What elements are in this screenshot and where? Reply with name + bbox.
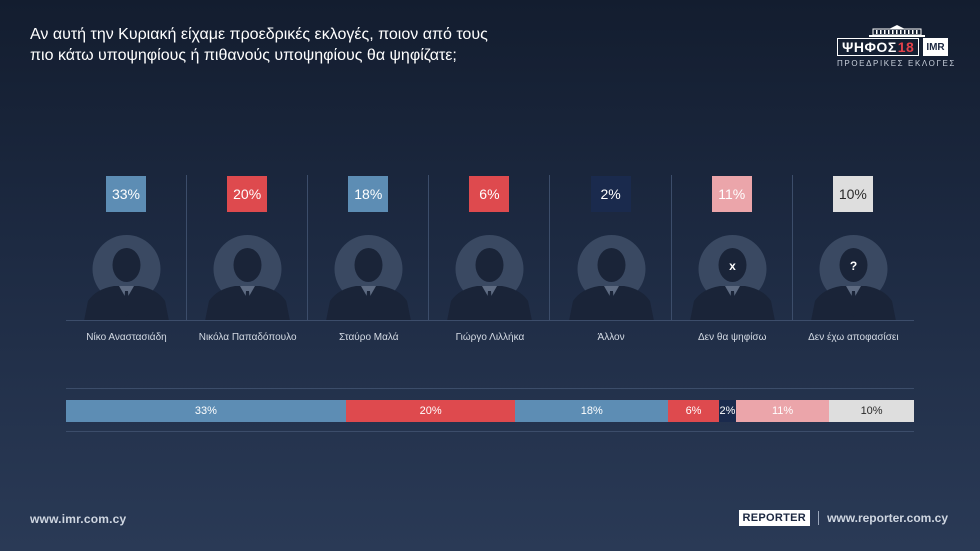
column-divider xyxy=(670,175,672,320)
brand-subtitle: ΠΡΟΕΔΡΙΚΕΣ ΕΚΛΟΓΕΣ xyxy=(837,59,956,68)
percentage-label: 2% xyxy=(590,176,631,212)
bar-segment: 11% xyxy=(735,400,830,422)
candidate-column: 33% Νίκο Αναστασιάδη xyxy=(66,175,187,355)
brand-logo: ΨΗΦΟΣ 18 IMR ΠΡΟΕΔΡΙΚΕΣ ΕΚΛΟΓΕΣ xyxy=(837,24,955,68)
person-silhouette-icon: ? xyxy=(810,235,896,321)
column-divider xyxy=(428,175,430,320)
avatar-head xyxy=(112,248,141,282)
bar-segment: 33% xyxy=(66,400,346,422)
candidate-name: Νικόλα Παπαδόπουλο xyxy=(198,332,297,343)
avatar-tie xyxy=(729,291,736,317)
avatar-tie xyxy=(365,291,372,317)
footer-divider xyxy=(818,511,820,525)
avatar-head xyxy=(354,248,383,282)
parliament-building-icon xyxy=(869,25,925,37)
candidate-name: Νίκο Αναστασιάδη xyxy=(86,332,167,343)
person-silhouette-icon xyxy=(326,235,412,321)
bar-track-bottom xyxy=(66,431,914,432)
question-line-2: πιο κάτω υποψηφίους ή πιθανούς υποψηφίου… xyxy=(30,47,457,64)
brand-title: ΨΗΦΟΣ 18 xyxy=(837,38,920,56)
column-divider xyxy=(307,175,309,320)
bar-segment: 2% xyxy=(718,400,736,422)
question-line-1: Αν αυτή την Κυριακή είχαμε προεδρικές εκ… xyxy=(30,26,488,43)
candidate-column: 6% Γιώργο Λιλλήκα xyxy=(429,175,551,355)
percentage-label: 20% xyxy=(227,176,268,212)
stacked-bar: 33% 20% 18% 6% 2% 11% 10% xyxy=(66,400,914,422)
brand-year: 18 xyxy=(897,39,915,55)
candidate-name: Δεν θα ψηφίσω xyxy=(697,332,767,343)
person-silhouette-icon: x xyxy=(689,235,775,321)
percentage-label: 11% xyxy=(711,176,752,212)
survey-question: Αν αυτή την Κυριακή είχαμε προεδρικές εκ… xyxy=(30,24,590,66)
avatar-head xyxy=(475,248,504,282)
candidate-name: Άλλον xyxy=(597,332,625,343)
candidate-column: 20% Νικόλα Παπαδόπουλο xyxy=(187,175,309,355)
avatar-tie xyxy=(608,291,615,317)
bar-segment: 10% xyxy=(829,400,914,422)
imr-logo: IMR xyxy=(923,38,948,56)
avatar-head xyxy=(718,248,747,282)
person-silhouette-icon xyxy=(84,235,169,321)
percentage-label: 6% xyxy=(469,176,510,212)
candidate-column: 11% x Δεν θα ψηφίσω xyxy=(672,175,793,355)
bar-segment: 18% xyxy=(515,400,669,422)
percentage-label: 33% xyxy=(106,176,146,212)
bar-segment: 6% xyxy=(668,400,719,422)
candidate-column: 18% Σταύρο Μαλά xyxy=(308,175,430,355)
stacked-bar-area: 33% 20% 18% 6% 2% 11% 10% xyxy=(66,388,914,432)
percentage-label: 10% xyxy=(832,176,873,212)
avatar-head xyxy=(597,248,626,282)
avatar-head xyxy=(839,248,868,282)
reporter-website-link[interactable]: www.reporter.com.cy xyxy=(827,511,948,525)
percentage-label: 18% xyxy=(348,176,389,212)
person-silhouette-icon xyxy=(205,235,291,321)
avatar-tie xyxy=(123,291,130,317)
reporter-logo: REPORTER xyxy=(738,510,811,526)
avatar-tie xyxy=(486,291,493,317)
person-silhouette-icon xyxy=(447,235,533,321)
candidate-columns: 33% Νίκο Αναστασιάδη 20% Νικόλα Παπαδόπουλο… xyxy=(66,175,914,355)
column-divider xyxy=(549,175,551,320)
bar-segment: 20% xyxy=(345,400,516,422)
reporter-footer: REPORTER www.reporter.com.cy xyxy=(738,510,948,526)
avatar-mark: ? xyxy=(850,259,857,273)
imr-website-link[interactable]: www.imr.com.cy xyxy=(30,512,127,526)
avatar-head xyxy=(233,248,262,282)
candidate-name: Γιώργο Λιλλήκα xyxy=(455,332,525,343)
avatar-tie xyxy=(850,291,857,317)
candidate-column: 10%? Δεν έχω αποφασίσει xyxy=(793,175,914,355)
candidate-column: 2% Άλλον xyxy=(551,175,672,355)
person-silhouette-icon xyxy=(568,235,654,321)
brand-title-text: ΨΗΦΟΣ xyxy=(842,39,897,55)
candidate-name: Δεν έχω αποφασίσει xyxy=(808,332,899,343)
avatar-baseline xyxy=(66,320,914,321)
avatar-mark: x xyxy=(729,259,736,273)
avatar-tie xyxy=(244,291,251,317)
candidate-name: Σταύρο Μαλά xyxy=(339,332,399,343)
column-divider xyxy=(791,175,793,320)
bar-track-top xyxy=(66,388,914,389)
column-divider xyxy=(186,175,187,320)
